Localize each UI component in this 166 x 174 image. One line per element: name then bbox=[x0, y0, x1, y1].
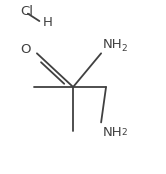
Text: NH: NH bbox=[103, 126, 122, 139]
Text: H: H bbox=[43, 16, 53, 29]
Text: O: O bbox=[20, 43, 30, 56]
Text: 2: 2 bbox=[122, 128, 127, 137]
Text: NH: NH bbox=[103, 38, 122, 51]
Text: 2: 2 bbox=[122, 44, 127, 53]
Text: Cl: Cl bbox=[20, 5, 33, 18]
